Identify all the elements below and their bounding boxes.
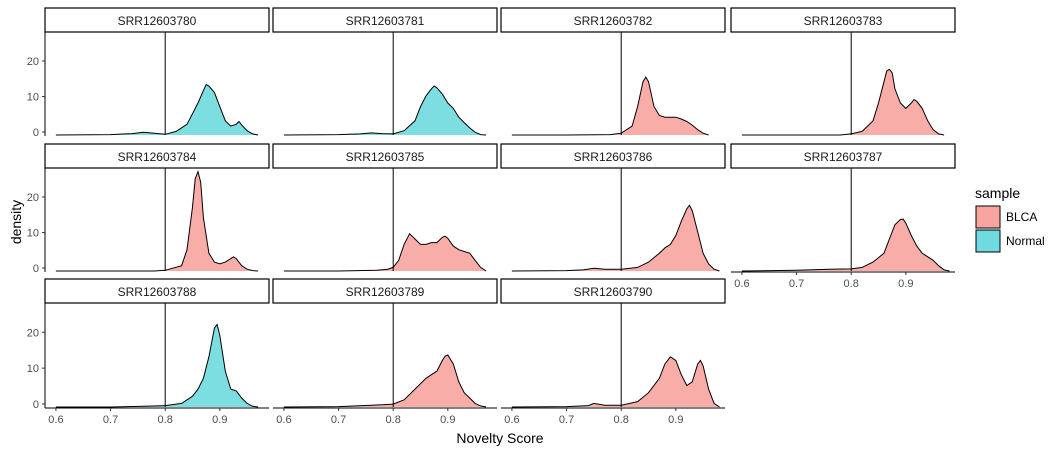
facet-panel: SRR12603790 0.6 0.7 0.8 0.9 [500,278,726,426]
x-tick-label: 0.6 [504,414,519,426]
x-tick-label: 0.8 [844,278,859,290]
density-line [511,76,709,136]
facet-strip-label: SRR12603783 [804,14,883,28]
x-tick-label: 0.7 [103,414,118,426]
density-line [741,218,950,272]
density-line [283,85,487,136]
facet-strip [500,278,726,304]
density-area [511,356,720,407]
density-line [55,83,259,136]
facet-strip-label: SRR12603786 [574,150,653,164]
y-axis-label: density [8,200,24,244]
x-tick-label: 0.7 [559,414,574,426]
density-line [283,232,487,272]
x-tick-label: 0.8 [386,414,401,426]
facet-panel: SRR12603787 0.6 0.7 0.8 0.9 [730,143,956,290]
legend-title: sample [975,185,1020,201]
facet-panel: SRR12603785 [272,143,498,272]
facet-panel: SRR12603784 0 10 20 [27,143,270,275]
y-tick-label: 10 [27,227,39,239]
x-tick-label: 0.7 [789,278,804,290]
facet-panel: SRR12603788 0 10 20 0.6 0.7 0.8 0.9 [27,278,270,426]
y-tick-label: 10 [27,363,39,375]
x-tick-label: 0.9 [212,414,227,426]
facet-strip-label: SRR12603781 [346,14,425,28]
x-tick-label: 0.6 [734,278,749,290]
legend-items: BLCA Normal [975,205,1045,253]
facet-strip [44,278,270,304]
facet-strip [730,7,956,33]
facet-strip-label: SRR12603787 [804,150,883,164]
x-tick-label: 0.9 [440,414,455,426]
facet-strip [500,7,726,33]
density-line [511,356,720,408]
x-tick-label: 0.6 [276,414,291,426]
density-area [55,171,259,271]
x-tick-label: 0.6 [48,414,63,426]
facet-strip-label: SRR12603789 [346,285,425,299]
x-tick-label: 0.8 [614,414,629,426]
facet-panel: SRR12603789 0.6 0.7 0.8 0.9 [272,278,498,426]
density-area [741,219,950,271]
x-tick-label: 0.9 [898,278,913,290]
facet-strip [500,143,726,169]
facet-strip [44,7,270,33]
facet-strip [272,278,498,304]
facet-strip-label: SRR12603785 [346,150,425,164]
y-tick-label: 20 [27,327,39,339]
facet-panel: SRR12603786 [500,143,726,272]
legend-label: BLCA [1006,210,1037,224]
y-tick-label: 0 [33,263,39,275]
density-line [283,354,487,408]
y-tick-label: 20 [27,192,39,204]
x-tick-label: 0.9 [668,414,683,426]
x-axis-label: Novelty Score [456,430,543,446]
y-tick-label: 0 [33,399,39,411]
facet-strip [272,7,498,33]
legend-key [975,229,1001,253]
facet-panel: SRR12603783 [730,7,956,136]
facet-strip-label: SRR12603784 [118,150,197,164]
facet-strip [44,143,270,169]
facet-panel: SRR12603780 0 10 20 [27,7,270,139]
x-tick-label: 0.7 [331,414,346,426]
facet-strip-label: SRR12603782 [574,14,653,28]
facet-strip-label: SRR12603788 [118,285,197,299]
facet-strip [730,143,956,169]
facet-panel: SRR12603781 [272,7,498,136]
density-area [55,324,259,407]
y-tick-label: 10 [27,91,39,103]
density-area [283,355,487,407]
facet-strip-label: SRR12603790 [574,285,653,299]
legend-key [975,205,1001,229]
density-area [283,233,487,271]
panels-layer: SRR12603780 0 10 20 SRR12603781 SRR12603782 SR… [27,7,956,426]
y-tick-label: 20 [27,56,39,68]
facet-strip-label: SRR12603780 [118,14,197,28]
density-area [511,205,720,271]
legend-label: Normal [1006,234,1045,248]
density-area [283,86,487,135]
density-area [511,77,709,135]
density-area [741,69,945,135]
density-line [741,68,945,136]
density-area [55,84,259,135]
facet-strip [272,143,498,169]
density-line [55,169,259,272]
facet-panel: SRR12603782 [500,7,726,136]
x-tick-label: 0.8 [158,414,173,426]
legend: sample BLCA Normal [975,185,1045,253]
density-line [511,204,720,272]
y-tick-label: 0 [33,127,39,139]
